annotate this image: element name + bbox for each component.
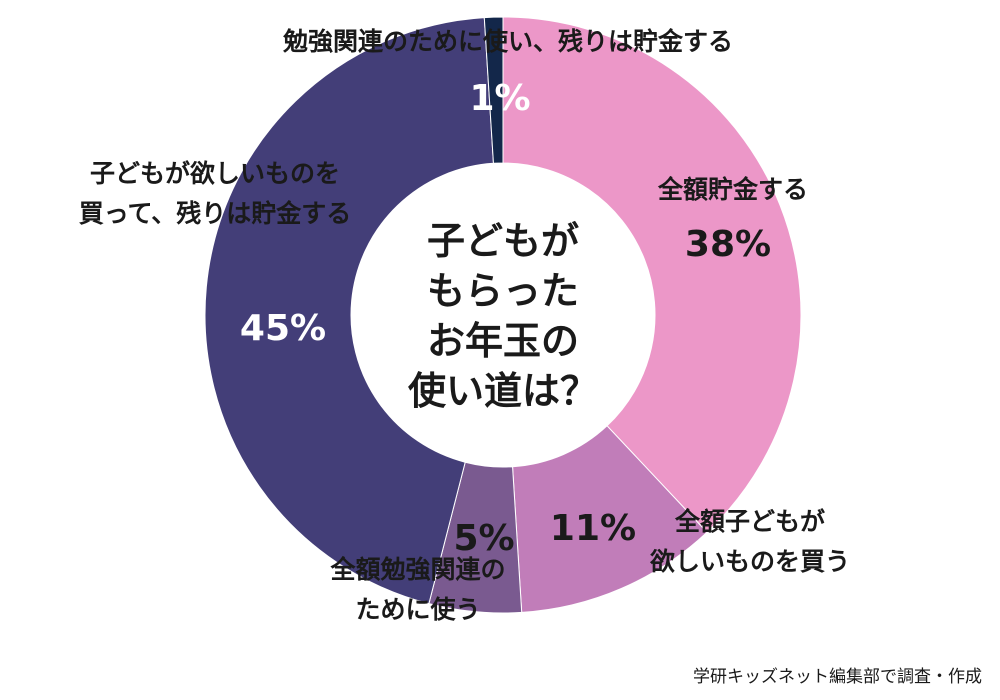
slice-1-label: 全額貯金する bbox=[657, 175, 808, 204]
center-title-text: 子どもがもらったお年玉の使い道は？ bbox=[408, 219, 598, 413]
slice-5 bbox=[483, 16, 504, 164]
source-note: 学研キッズネット編集部で調査・作成 bbox=[693, 667, 982, 687]
slice-1 bbox=[502, 16, 802, 533]
slice-3-value: 5% bbox=[453, 518, 514, 559]
slice-5-value: 1% bbox=[469, 78, 530, 119]
labels-group: 全額貯金する 38% 全額子どもが欲しいものを買う 11% 全額勉強関連のために使う5%… bbox=[79, 27, 850, 624]
slice-3-label: 全額勉強関連のために使う bbox=[329, 555, 505, 624]
slice-4-label: 子どもが欲しいものを買って、残りは貯金する bbox=[79, 159, 352, 228]
slice-4 bbox=[204, 17, 494, 605]
slice-1-value: 38% bbox=[685, 224, 771, 265]
center-title: 子どもがもらったお年玉の使い道は？ bbox=[408, 219, 598, 413]
slice-5-label: 勉強関連のために使い、残りは貯金する bbox=[282, 27, 733, 56]
slices-group bbox=[204, 16, 802, 614]
slice-2-value: 11% bbox=[550, 508, 636, 549]
slice-4-value: 45% bbox=[240, 308, 326, 349]
slice-2-label: 全額子どもが欲しいものを買う bbox=[649, 507, 850, 576]
